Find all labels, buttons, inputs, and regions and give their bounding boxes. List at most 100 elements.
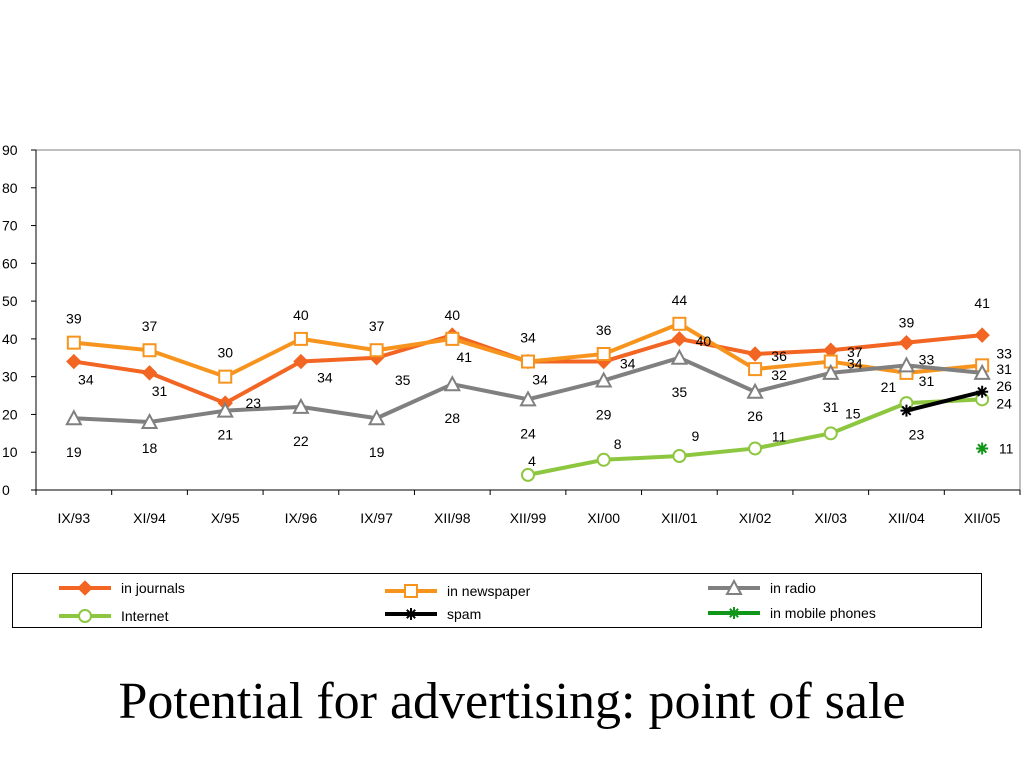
legend-swatch-in-newspaper xyxy=(385,584,437,598)
data-label: 35 xyxy=(672,384,688,400)
data-label: 39 xyxy=(899,315,915,331)
x-tick-label: XII/04 xyxy=(888,510,925,526)
legend-marker xyxy=(77,580,93,596)
data-label: 39 xyxy=(66,311,82,327)
slide-title: Potential for advertising: point of sale xyxy=(118,673,906,730)
data-label: 34 xyxy=(317,370,333,386)
data-label: 18 xyxy=(142,440,158,456)
legend-item-spam: spam xyxy=(383,604,481,624)
legend-marker xyxy=(78,609,92,623)
y-tick-label: 0 xyxy=(2,482,10,498)
data-point xyxy=(445,331,460,346)
x-tick-label: XII/01 xyxy=(661,510,698,526)
legend-label: spam xyxy=(447,606,482,622)
data-point xyxy=(746,382,764,399)
data-point xyxy=(66,335,81,350)
data-label: 31 xyxy=(919,373,935,389)
x-tick-label: IX/93 xyxy=(57,510,90,526)
data-label: 30 xyxy=(217,345,233,361)
data-point xyxy=(443,375,461,392)
data-point xyxy=(976,385,989,398)
data-point xyxy=(974,327,990,343)
data-label: 26 xyxy=(747,408,763,424)
x-tick-label: XI/94 xyxy=(133,510,166,526)
data-label: 37 xyxy=(142,318,158,334)
x-tick-label: XII/05 xyxy=(964,510,1001,526)
x-tick-label: XI/02 xyxy=(739,510,772,526)
y-tick-label: 70 xyxy=(2,218,18,234)
data-label: 19 xyxy=(369,444,385,460)
data-point xyxy=(823,426,838,441)
y-tick-label: 60 xyxy=(2,255,18,271)
y-tick-label: 40 xyxy=(2,331,18,347)
data-label: 23 xyxy=(909,427,925,443)
data-point xyxy=(66,353,82,370)
data-point xyxy=(898,334,915,351)
data-label: 31 xyxy=(996,361,1012,377)
data-label: 40 xyxy=(445,307,461,323)
data-point xyxy=(670,348,689,365)
data-label: 37 xyxy=(369,318,385,334)
legend-swatch-internet xyxy=(59,609,111,623)
legend-marker xyxy=(725,578,743,595)
legend-item-in-mobile-phones: in mobile phones xyxy=(706,603,876,623)
data-point xyxy=(671,331,688,347)
series-in-radio xyxy=(65,348,991,429)
x-tick-label: XI/03 xyxy=(814,510,847,526)
data-point xyxy=(521,354,535,369)
data-label: 41 xyxy=(457,349,473,365)
data-label: 8 xyxy=(614,436,622,452)
data-label: 9 xyxy=(691,428,699,444)
legend-marker xyxy=(404,584,418,598)
legend-label: in mobile phones xyxy=(770,605,876,621)
legend-item-internet: Internet xyxy=(57,606,168,626)
data-point xyxy=(142,343,157,358)
data-point xyxy=(141,365,158,381)
data-label: 23 xyxy=(245,395,261,411)
legend-marker xyxy=(405,608,417,620)
data-label: 41 xyxy=(974,295,990,311)
data-point xyxy=(748,441,763,456)
data-label: 19 xyxy=(66,444,82,460)
legend-swatch-in-journals xyxy=(59,580,111,596)
chart-legend: in journals in newspaper in radio Intern… xyxy=(12,573,982,628)
data-label: 24 xyxy=(520,425,536,441)
data-point xyxy=(65,409,83,426)
data-label: 31 xyxy=(152,383,168,399)
data-label: 33 xyxy=(996,345,1012,361)
y-tick-label: 50 xyxy=(2,293,18,309)
series-internet xyxy=(521,392,990,482)
series-line xyxy=(905,389,983,413)
chart-series xyxy=(65,316,991,482)
legend-label: Internet xyxy=(121,608,169,624)
data-label: 29 xyxy=(596,406,612,422)
data-label: 34 xyxy=(532,372,548,388)
data-label: 15 xyxy=(845,405,861,421)
data-label: 37 xyxy=(847,344,863,360)
data-point xyxy=(748,362,763,377)
legend-item-in-newspaper: in newspaper xyxy=(383,581,530,601)
y-tick-label: 80 xyxy=(2,180,18,196)
data-point xyxy=(367,409,386,426)
data-label: 34 xyxy=(520,330,536,346)
data-point xyxy=(897,356,916,373)
x-tick-label: XI/00 xyxy=(587,510,620,526)
data-label: 36 xyxy=(596,322,612,338)
legend-label: in newspaper xyxy=(447,583,531,599)
data-label: 36 xyxy=(771,348,787,364)
data-point xyxy=(140,412,159,429)
data-point xyxy=(747,346,763,362)
legend-item-in-radio: in radio xyxy=(706,578,816,598)
legend-label: in radio xyxy=(770,580,816,596)
data-label: 31 xyxy=(823,399,839,415)
legend-swatch-spam xyxy=(385,608,437,620)
data-label: 4 xyxy=(528,453,536,469)
data-point xyxy=(293,331,308,346)
series-in-mobile-phones xyxy=(976,442,989,455)
x-tick-label: IX/97 xyxy=(360,510,393,526)
y-tick-label: 10 xyxy=(2,444,18,460)
x-tick-label: IX/96 xyxy=(285,510,318,526)
data-point xyxy=(822,363,840,380)
legend-marker xyxy=(728,607,740,619)
